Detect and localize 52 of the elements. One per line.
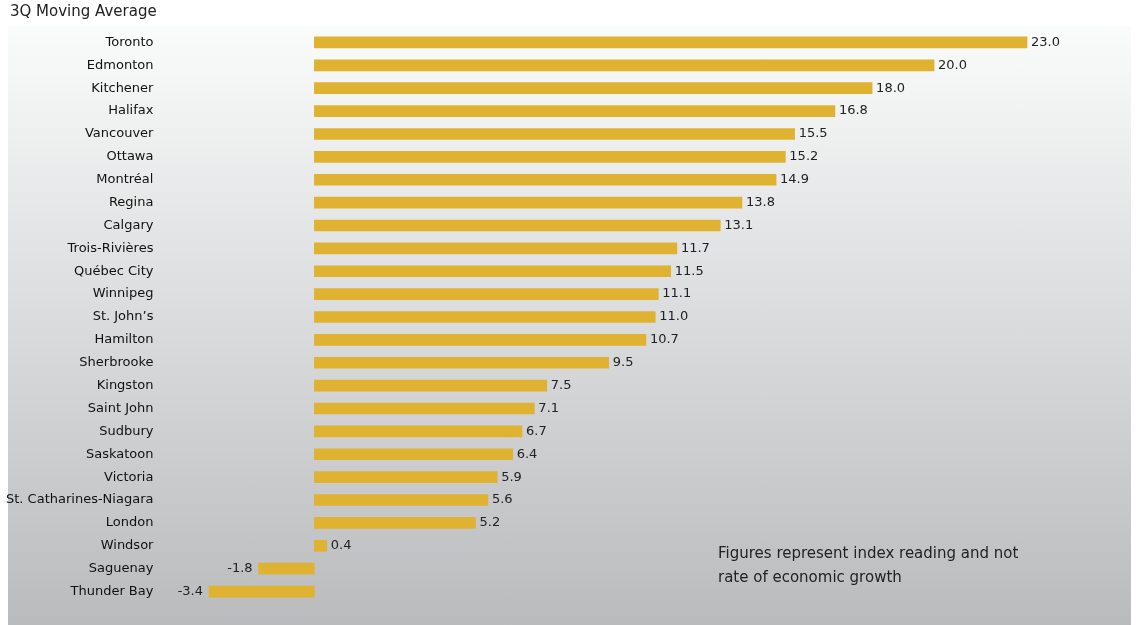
data-label: 6.7 — [525, 422, 547, 438]
data-label: 5.9 — [501, 468, 522, 484]
y-tick-label: Edmonton — [86, 56, 154, 72]
annotation: Figures represent index reading and not rate of economic growth — [718, 543, 1020, 588]
data-label: 20.0 — [938, 56, 968, 72]
data-label: 15.2 — [789, 148, 819, 164]
y-tick-label: Winnipeg — [92, 285, 154, 301]
y-tick-label: Thunder Bay — [69, 582, 154, 598]
data-label: 15.5 — [798, 125, 828, 141]
data-label: 13.8 — [745, 193, 775, 209]
y-tick-label: Sudbury — [99, 422, 154, 438]
y-tick-label: Saint John — [87, 399, 154, 415]
data-label: 11.0 — [659, 308, 689, 324]
data-label: 5.6 — [491, 491, 513, 507]
data-label: 14.9 — [780, 171, 809, 187]
data-label: 11.1 — [662, 285, 692, 301]
y-tick-label: Halifax — [108, 102, 154, 118]
y-tick-label: London — [105, 514, 154, 530]
y-tick-label: Regina — [108, 193, 154, 209]
y-tick-label: Ottawa — [106, 148, 154, 164]
data-label: 10.7 — [649, 331, 679, 347]
data-label: 6.4 — [516, 445, 538, 461]
y-tick-label: Montréal — [96, 171, 154, 187]
data-label: 18.0 — [876, 79, 906, 95]
y-tick-label: Saguenay — [88, 560, 154, 576]
y-tick-label: Kitchener — [91, 79, 155, 95]
data-label: 13.1 — [724, 216, 754, 232]
y-tick-label: Québec City — [73, 262, 154, 278]
y-tick-label: Calgary — [103, 216, 154, 232]
y-tick-label: Hamilton — [94, 331, 154, 347]
y-tick-label: Victoria — [104, 468, 154, 484]
y-tick-label: St. John’s — [92, 308, 154, 324]
data-label: 23.0 — [1031, 33, 1060, 49]
data-label: 5.2 — [479, 514, 501, 530]
y-tick-label: Vancouver — [84, 125, 155, 141]
y-tick-label: Toronto — [104, 33, 154, 49]
data-label: -1.8 — [227, 560, 253, 576]
text: 3Q Moving Average — [10, 2, 157, 20]
y-tick-label: Kingston — [96, 377, 154, 393]
data-label: 7.1 — [538, 399, 560, 415]
data-label: 16.8 — [838, 102, 868, 118]
y-tick-label: Sherbrooke — [79, 354, 154, 370]
y-tick-label: Saskatoon — [85, 445, 154, 461]
y-tick-label: St. Catharines-Niagara — [6, 491, 154, 507]
data-label: 7.5 — [550, 377, 572, 393]
data-label: 9.5 — [612, 354, 634, 370]
data-label: 11.5 — [674, 262, 704, 278]
y-tick-label: Windsor — [100, 537, 155, 553]
y-tick-label: Trois-Rivières — [66, 239, 154, 255]
data-label: 0.4 — [330, 537, 352, 553]
data-label: -3.4 — [177, 582, 204, 598]
data-label: 11.7 — [680, 239, 710, 255]
